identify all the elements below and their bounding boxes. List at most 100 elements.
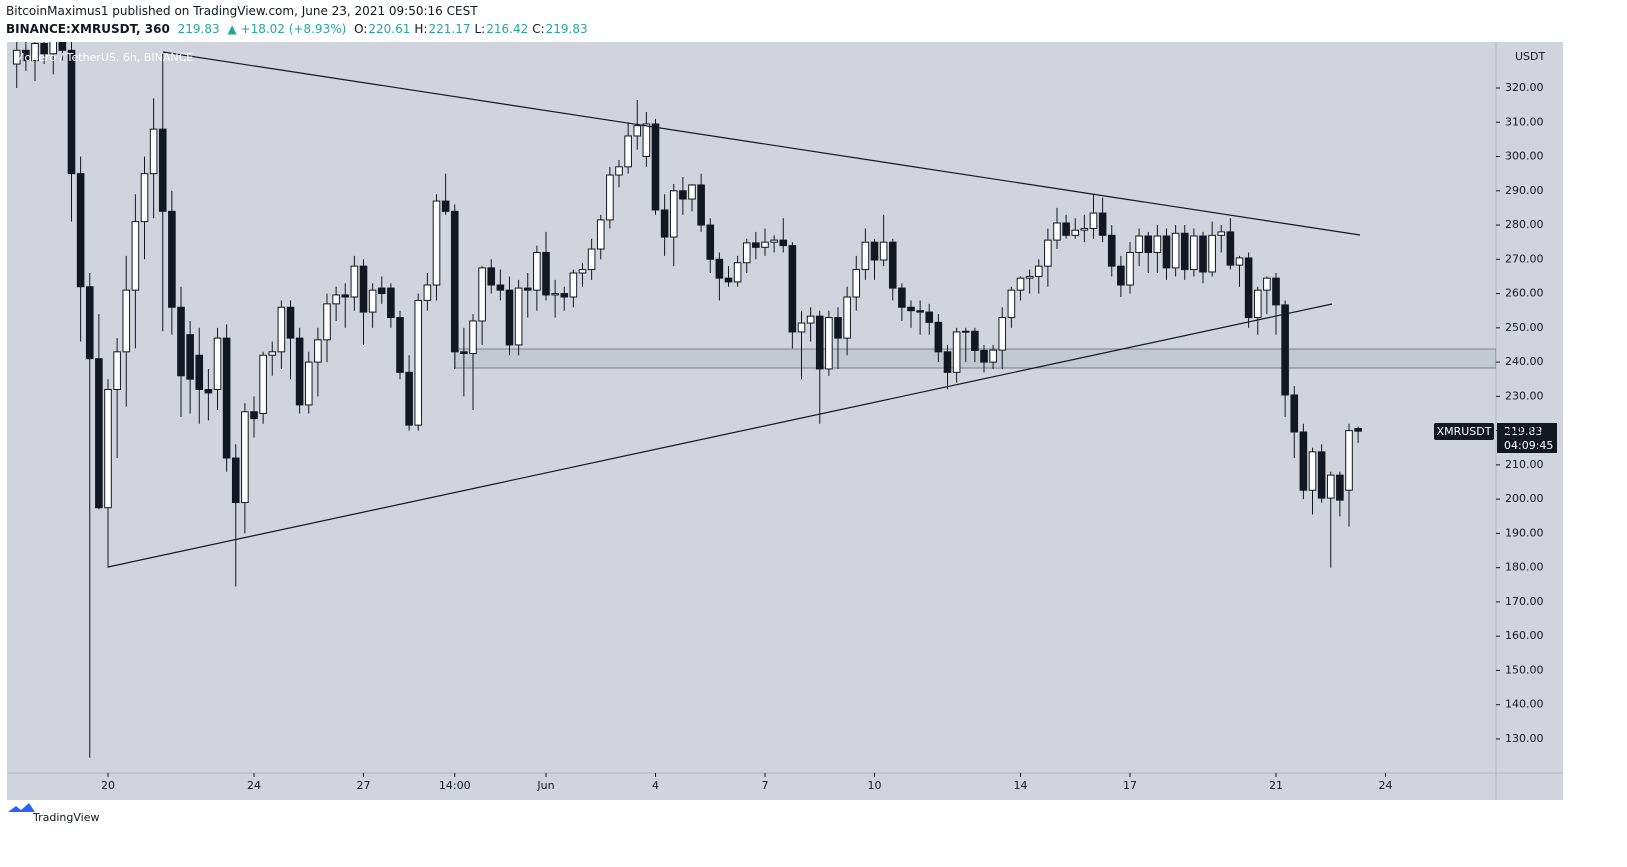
candle-body <box>825 317 833 370</box>
candle-body <box>49 42 58 55</box>
candle-body <box>1062 222 1070 236</box>
candle-body <box>113 351 121 390</box>
candle-body <box>1135 235 1143 253</box>
x-tick-label: 14:00 <box>439 779 471 792</box>
candle-body <box>277 306 286 353</box>
candle-body <box>533 251 541 291</box>
x-tick-label: 17 <box>1123 779 1137 792</box>
candle-body <box>615 166 623 176</box>
candle-body <box>1290 394 1299 433</box>
candle-body <box>998 317 1007 351</box>
x-tick-label: 24 <box>1379 779 1393 792</box>
candle-body <box>843 296 851 339</box>
x-tick-label: 4 <box>652 779 659 792</box>
y-tick-label: 270.00 <box>1505 252 1544 265</box>
candle-body <box>350 265 359 298</box>
candle-body <box>460 351 468 355</box>
candle-body <box>688 184 696 200</box>
x-tick-label: 27 <box>357 779 371 792</box>
candle-body <box>1071 229 1080 236</box>
candle-body <box>1025 275 1034 279</box>
candle-body <box>1354 428 1362 432</box>
candle-body <box>323 303 331 341</box>
candle-body <box>222 337 231 459</box>
countdown: 04:09:45 <box>1504 439 1553 452</box>
candle-body <box>879 241 888 261</box>
candle-body <box>295 337 304 406</box>
y-tick-label: 170.00 <box>1505 595 1544 608</box>
candle-body <box>551 293 559 296</box>
candle-body <box>76 173 85 288</box>
candle-body <box>870 241 879 261</box>
candle-body <box>651 123 660 211</box>
candle-body <box>642 123 651 158</box>
candle-body <box>104 388 112 509</box>
candle-body <box>578 269 587 274</box>
candle-body <box>450 210 459 353</box>
candle-body <box>1345 430 1353 491</box>
candle-body <box>213 337 222 390</box>
candle-body <box>898 287 906 308</box>
candle-body <box>259 354 267 414</box>
y-tick-label: 240.00 <box>1505 355 1544 368</box>
candle-body <box>761 241 769 248</box>
candle-body <box>1053 222 1061 241</box>
y-tick-label: 250.00 <box>1505 321 1544 334</box>
candle-body <box>241 411 249 504</box>
candle-body <box>195 354 204 390</box>
y-tick-label: 140.00 <box>1505 698 1544 711</box>
candle-body <box>1281 304 1289 396</box>
candle-body <box>971 330 979 351</box>
candle-body <box>186 334 194 380</box>
y-tick-label: 160.00 <box>1505 629 1544 642</box>
candle-body <box>660 209 669 238</box>
candle-body <box>1190 235 1198 271</box>
candle-body <box>952 331 961 373</box>
candle-body <box>1263 277 1271 291</box>
candle-body <box>770 239 778 243</box>
candle-body <box>587 248 596 271</box>
candle-body <box>1180 232 1189 271</box>
y-tick-label: 320.00 <box>1505 81 1544 94</box>
candle-body <box>925 311 934 323</box>
candle-body <box>1336 474 1344 501</box>
x-tick-label: 10 <box>868 779 882 792</box>
y-tick-label: 280.00 <box>1505 218 1544 231</box>
candle-body <box>250 411 258 420</box>
legend: Monero / TetherUS, 6h, BINANCE <box>15 51 193 64</box>
candle-body <box>478 267 486 322</box>
candle-body <box>204 388 213 394</box>
candle-body <box>1162 235 1171 269</box>
candle-body <box>1208 234 1216 273</box>
candle-body <box>314 339 322 363</box>
candle-body <box>140 173 149 223</box>
candle-body <box>1317 451 1326 499</box>
symbol: BINANCE:XMRUSDT, 360 <box>6 22 170 36</box>
y-tick-label: 210.00 <box>1505 458 1544 471</box>
candle-body <box>523 287 532 291</box>
candle-body <box>715 258 724 279</box>
candle-body <box>606 174 614 221</box>
candle-body <box>1153 235 1162 253</box>
candle-body <box>487 267 496 286</box>
y-tick-label: 260.00 <box>1505 287 1544 300</box>
candle-body <box>752 242 760 248</box>
y-tick-label: 130.00 <box>1505 732 1544 745</box>
candle-body <box>596 219 605 250</box>
candle-body <box>542 251 550 296</box>
candle-body <box>697 184 705 226</box>
candle-body <box>131 221 140 291</box>
candle-body <box>304 361 313 406</box>
candle-body <box>679 190 687 200</box>
candle-body <box>95 358 103 509</box>
x-tick-label: 20 <box>101 779 115 792</box>
ohlc-label: H: <box>414 22 428 36</box>
candle-body <box>1098 212 1107 236</box>
candle-body <box>1217 231 1226 236</box>
candle-body <box>496 284 505 291</box>
candle-body <box>797 322 806 333</box>
candle-body <box>1226 231 1235 266</box>
candle-body <box>341 294 350 298</box>
candle-body <box>989 349 997 363</box>
